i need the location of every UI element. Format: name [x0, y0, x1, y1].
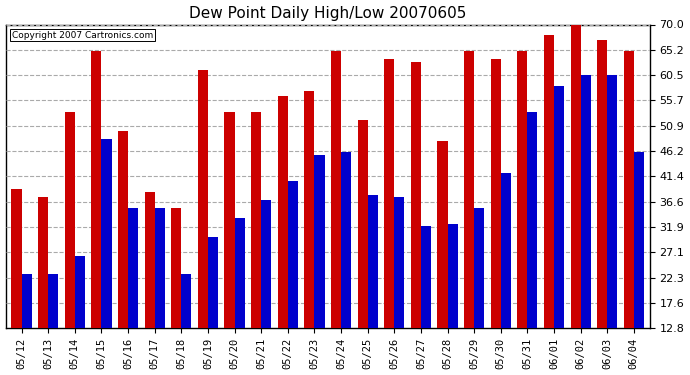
- Bar: [21, 274, 32, 375]
- Bar: [101, 139, 112, 375]
- Bar: [357, 120, 368, 375]
- Bar: [208, 237, 218, 375]
- Bar: [368, 195, 377, 375]
- Bar: [634, 152, 644, 375]
- Bar: [91, 51, 101, 375]
- Bar: [394, 197, 404, 375]
- Bar: [421, 226, 431, 375]
- Bar: [224, 112, 235, 375]
- Bar: [527, 112, 538, 375]
- Bar: [554, 86, 564, 375]
- Bar: [155, 208, 165, 375]
- Bar: [144, 192, 155, 375]
- Bar: [251, 112, 261, 375]
- Bar: [384, 59, 394, 375]
- Bar: [12, 189, 21, 375]
- Bar: [65, 112, 75, 375]
- Bar: [38, 197, 48, 375]
- Bar: [235, 219, 245, 375]
- Bar: [128, 208, 138, 375]
- Bar: [518, 51, 527, 375]
- Bar: [288, 181, 298, 375]
- Bar: [580, 75, 591, 375]
- Bar: [48, 274, 58, 375]
- Bar: [491, 59, 501, 375]
- Text: Copyright 2007 Cartronics.com: Copyright 2007 Cartronics.com: [12, 31, 153, 40]
- Bar: [75, 256, 85, 375]
- Bar: [624, 51, 634, 375]
- Bar: [571, 24, 580, 375]
- Bar: [181, 274, 191, 375]
- Bar: [331, 51, 341, 375]
- Title: Dew Point Daily High/Low 20070605: Dew Point Daily High/Low 20070605: [189, 6, 466, 21]
- Bar: [448, 224, 457, 375]
- Bar: [607, 75, 618, 375]
- Bar: [171, 208, 181, 375]
- Bar: [341, 152, 351, 375]
- Bar: [437, 141, 448, 375]
- Bar: [544, 35, 554, 375]
- Bar: [464, 51, 474, 375]
- Bar: [597, 40, 607, 375]
- Bar: [501, 173, 511, 375]
- Bar: [118, 131, 128, 375]
- Bar: [411, 62, 421, 375]
- Bar: [277, 96, 288, 375]
- Bar: [198, 70, 208, 375]
- Bar: [304, 91, 315, 375]
- Bar: [315, 155, 324, 375]
- Bar: [474, 208, 484, 375]
- Bar: [261, 200, 271, 375]
